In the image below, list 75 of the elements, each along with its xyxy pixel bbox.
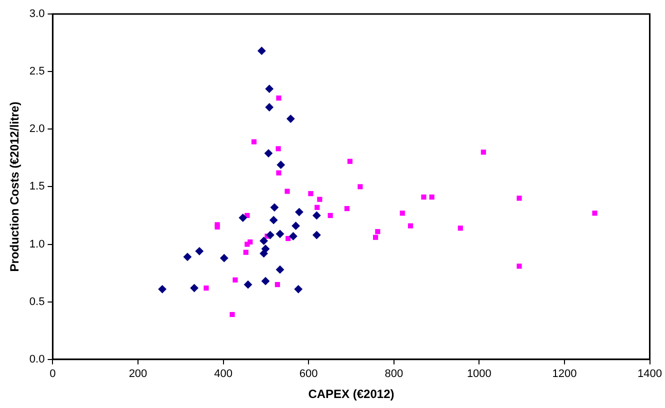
point (265, 84, 274, 94)
point (276, 265, 284, 274)
point (261, 276, 270, 286)
point (274, 282, 280, 288)
x-tick-label: 1200 (552, 368, 577, 380)
point (270, 203, 279, 212)
point (286, 236, 291, 242)
point (328, 212, 333, 218)
y-tick-label: 2.5 (29, 66, 45, 78)
point (295, 208, 304, 216)
point (269, 216, 278, 224)
point (308, 191, 314, 196)
point (289, 232, 298, 240)
point (158, 284, 166, 294)
point (190, 284, 198, 292)
point (516, 196, 522, 201)
point (429, 194, 434, 200)
point (244, 242, 250, 247)
y-tick-label: 0.0 (29, 353, 45, 366)
x-axis-title: CAPEX (€2012) (308, 387, 394, 402)
point (408, 223, 414, 228)
y-tick-label: 0.5 (29, 296, 45, 308)
x-tick-label: 1000 (466, 368, 492, 380)
point (400, 210, 405, 216)
x-tick-label: 1400 (638, 368, 662, 380)
point (238, 214, 248, 222)
point (214, 224, 220, 230)
point (314, 204, 320, 210)
y-tick-label: 1.0 (29, 238, 45, 250)
point (358, 184, 363, 190)
point (375, 229, 380, 234)
x-tick-label: 800 (384, 368, 404, 380)
y-tick-label: 2.0 (29, 123, 45, 136)
point (276, 230, 284, 238)
point (251, 139, 257, 144)
point (294, 284, 303, 294)
point (276, 170, 282, 176)
point (243, 250, 248, 255)
point (244, 280, 252, 289)
point (276, 146, 281, 152)
point (260, 236, 268, 246)
point (183, 252, 192, 262)
y-tick-label: 3.0 (29, 8, 45, 20)
point (292, 222, 300, 230)
x-tick-label: 600 (299, 368, 318, 380)
point (372, 234, 378, 240)
point (230, 312, 235, 318)
point (257, 46, 266, 56)
point (421, 194, 426, 200)
point (592, 210, 598, 216)
point (264, 149, 273, 158)
point (284, 188, 290, 194)
point (220, 254, 228, 262)
point (347, 158, 352, 164)
point (286, 114, 295, 123)
point (265, 103, 274, 112)
x-tick-label: 400 (214, 368, 232, 380)
x-tick-label: 0 (50, 368, 56, 380)
point (195, 246, 204, 256)
y-tick-label: 1.5 (29, 180, 45, 193)
point (276, 96, 282, 101)
point (480, 150, 486, 155)
point (276, 160, 286, 170)
point (317, 196, 322, 202)
point (260, 249, 268, 258)
point (312, 211, 321, 220)
point (204, 285, 209, 291)
point (458, 226, 463, 231)
y-axis-title: Production Costs (€2012/litre) (8, 102, 22, 272)
point (516, 264, 522, 269)
x-tick-label: 200 (128, 368, 148, 380)
point (312, 230, 321, 240)
point (266, 230, 274, 240)
point (232, 277, 238, 283)
point (344, 206, 350, 212)
